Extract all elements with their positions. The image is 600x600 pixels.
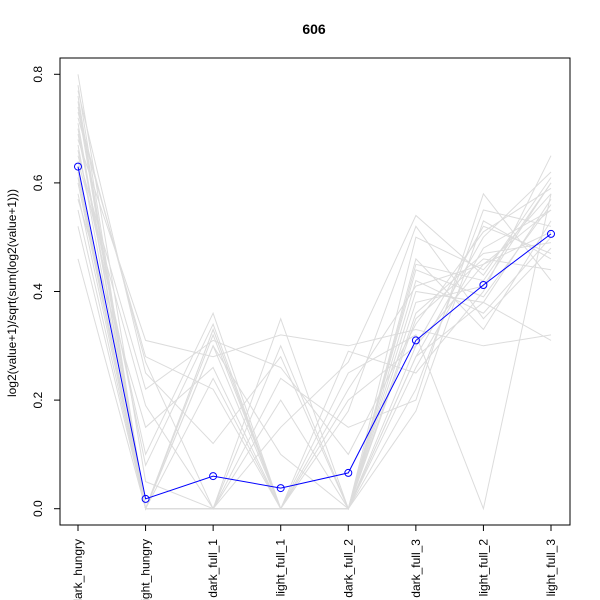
- background-series-line: [77, 128, 552, 511]
- data-point: [276, 484, 285, 493]
- background-series-line: [77, 199, 552, 510]
- data-point: [344, 468, 353, 477]
- background-series-line: [77, 177, 552, 510]
- background-series-line: [77, 161, 552, 510]
- background-series-line: [77, 155, 552, 456]
- y-tick-label: 0.4: [31, 283, 45, 300]
- x-tick-label: dark_full_2: [341, 539, 355, 598]
- chart-title: 606: [302, 21, 326, 37]
- x-tick-label: light_full_2: [476, 539, 490, 597]
- background-series-line: [77, 85, 552, 510]
- x-axis: dark_hungry light_hungry dark_full_1 light_…: [71, 524, 558, 600]
- background-series-line: [77, 117, 552, 510]
- data-point: [74, 162, 82, 171]
- background-series-line: [77, 90, 552, 511]
- background-series-line: [77, 192, 552, 510]
- background-series-line: [77, 193, 552, 511]
- background-series-line: [77, 209, 552, 511]
- data-point: [209, 472, 218, 481]
- background-series-group: [77, 74, 552, 511]
- data-point: [411, 336, 420, 345]
- x-tick-label: dark_full_1: [206, 539, 220, 598]
- background-series-line: [77, 139, 552, 358]
- background-series-line: [77, 133, 552, 510]
- background-series-line: [77, 258, 552, 511]
- x-tick-label: light_hungry: [139, 539, 153, 600]
- x-tick-label: dark_hungry: [71, 539, 85, 600]
- background-series-line: [77, 112, 552, 511]
- y-axis-label: log2(value+1)/sqrt(sum(log2(value+1))): [5, 189, 19, 397]
- data-point: [479, 281, 488, 289]
- y-tick-label: 0.6: [31, 174, 45, 191]
- background-series-line: [77, 123, 552, 511]
- series-group: [74, 162, 555, 503]
- y-tick-label: 0.0: [31, 500, 45, 517]
- series-line: [77, 166, 552, 500]
- x-tick-label: light_full_1: [274, 539, 288, 597]
- background-series-line: [77, 155, 552, 510]
- data-point: [547, 229, 555, 238]
- data-point: [141, 494, 150, 503]
- x-tick-label: dark_full_3: [409, 539, 423, 598]
- y-axis: 0.0 0.2 0.4 0.6 0.8: [31, 66, 61, 517]
- background-series-line: [77, 74, 552, 510]
- y-tick-label: 0.8: [31, 66, 45, 83]
- x-tick-label: light_full_3: [544, 539, 558, 597]
- y-tick-label: 0.2: [31, 391, 45, 408]
